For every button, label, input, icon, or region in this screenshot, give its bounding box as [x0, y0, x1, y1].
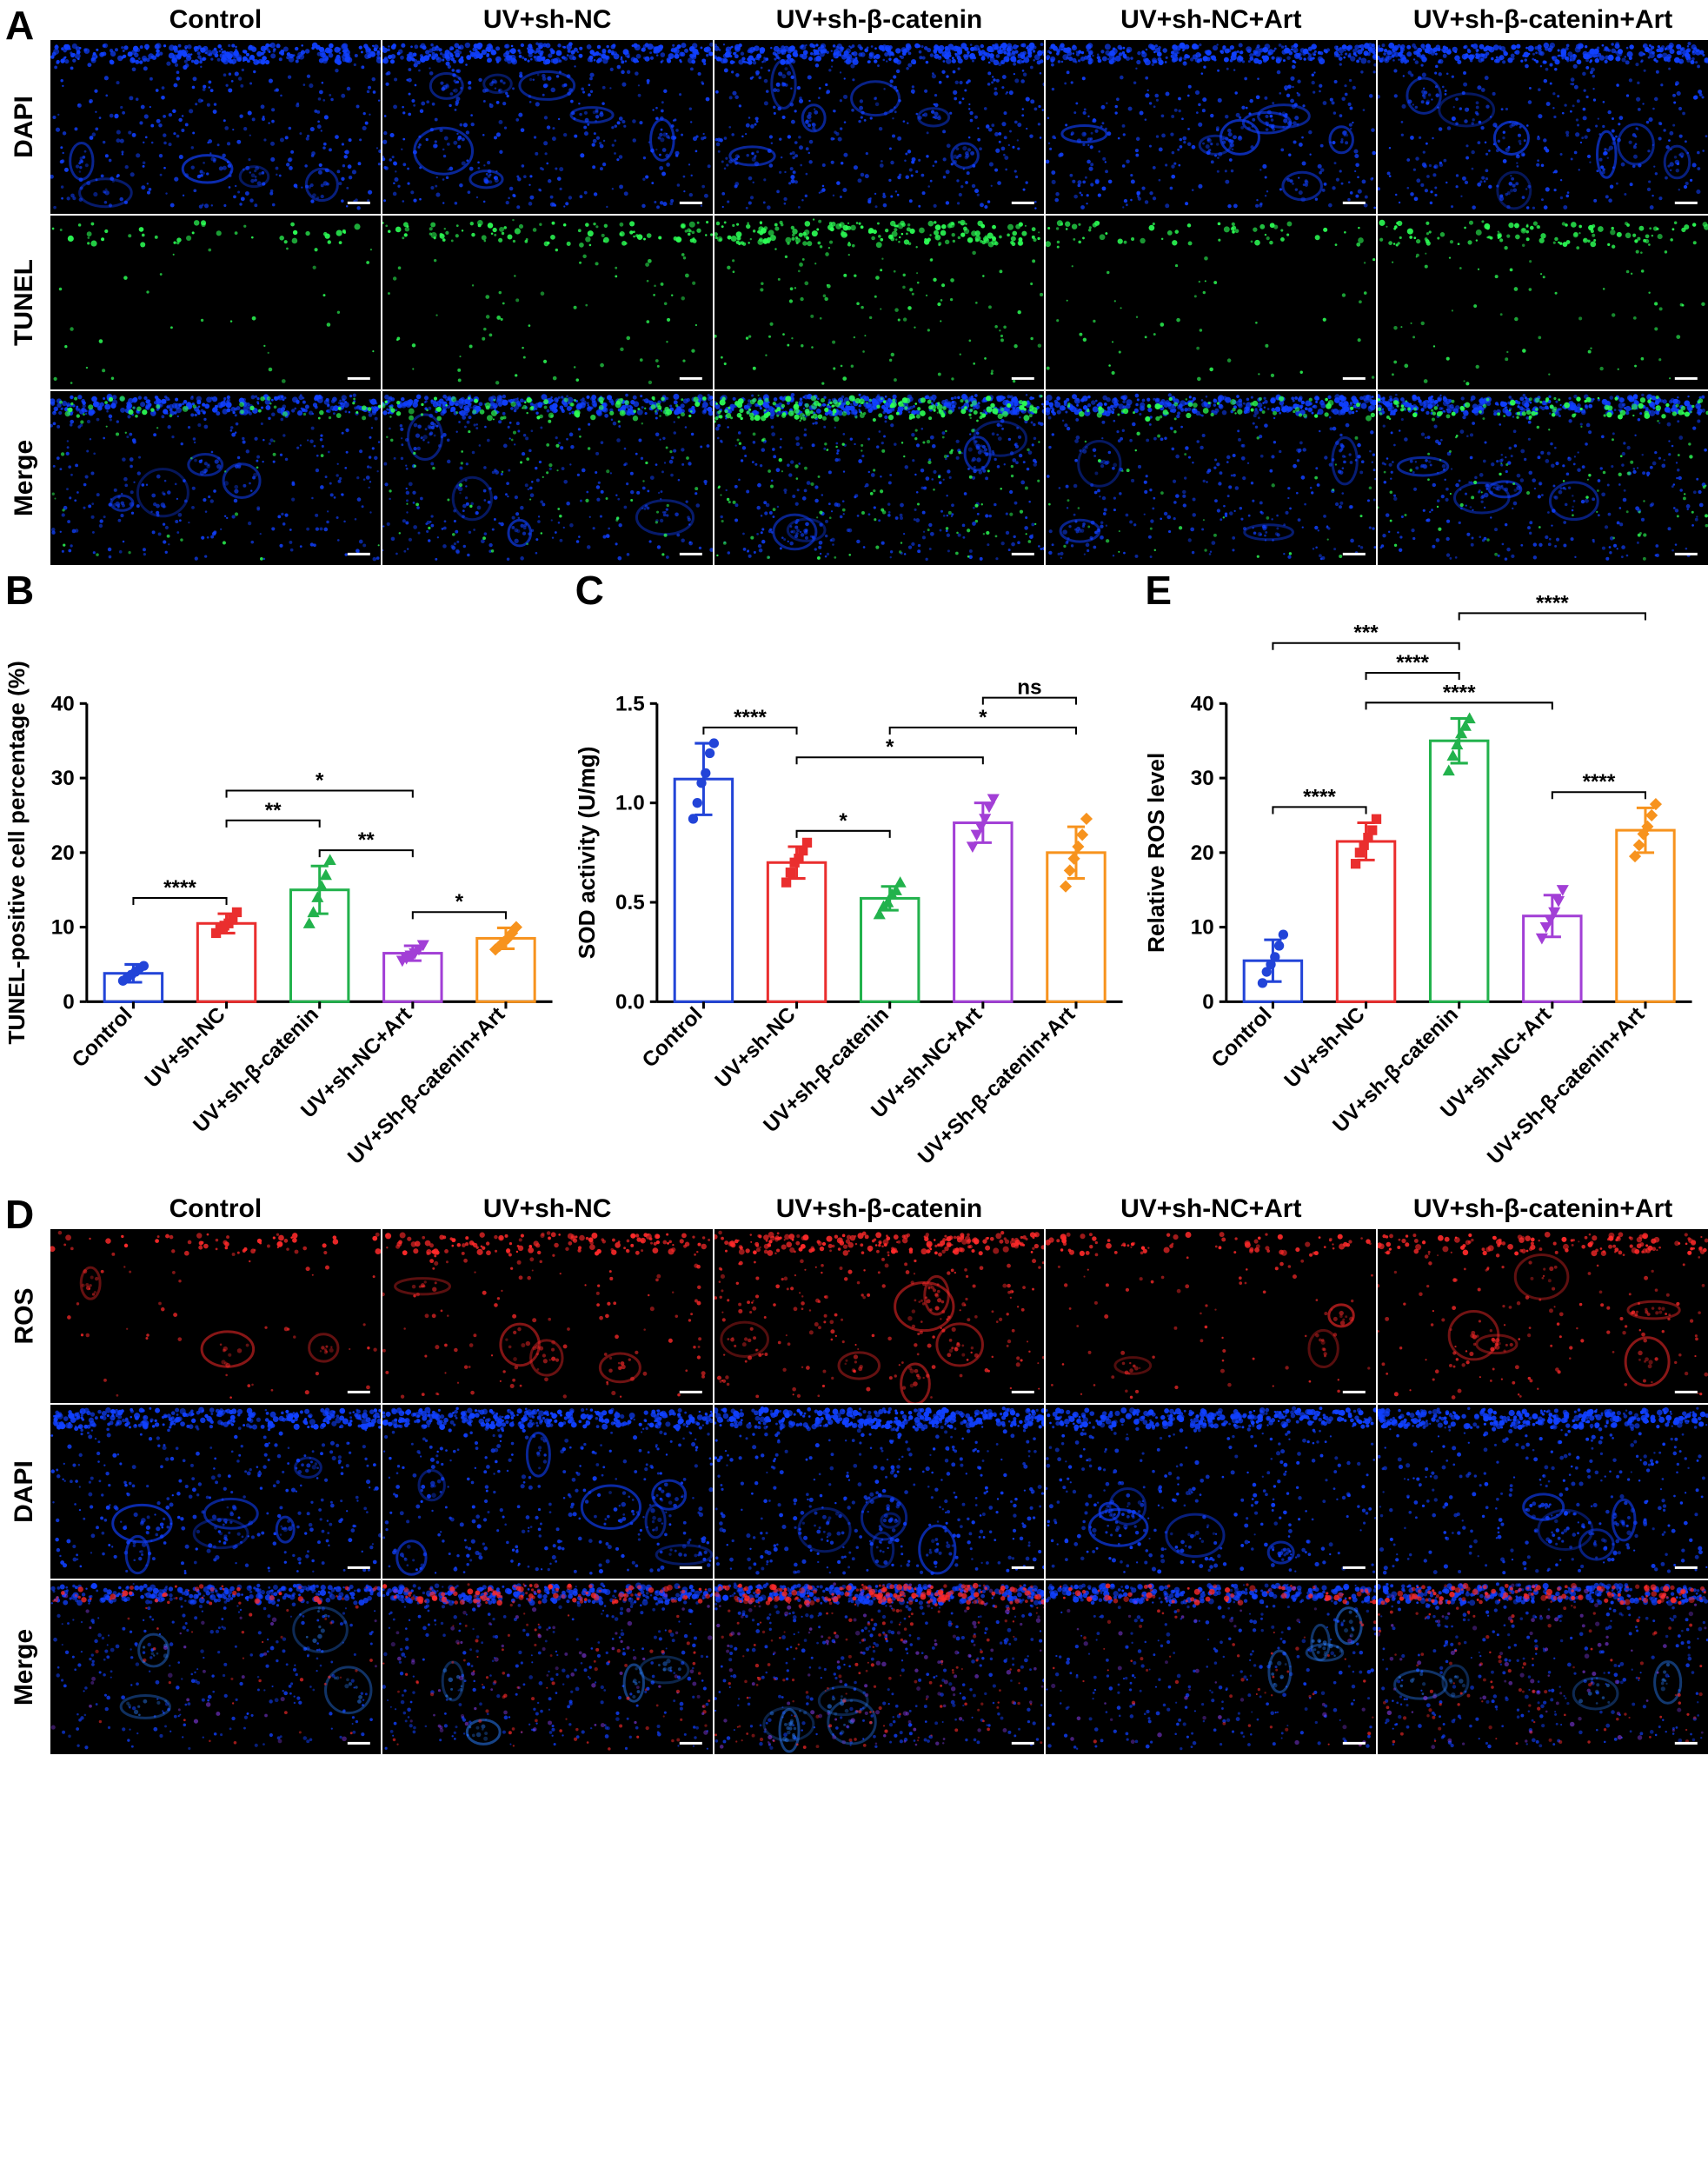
row-label: DAPI: [0, 1405, 49, 1579]
micrograph: [382, 1405, 713, 1579]
row-label: Merge: [0, 1580, 49, 1754]
column-header: UV+sh-β-catenin: [714, 0, 1045, 38]
column-header: Control: [50, 0, 381, 38]
micrograph: [714, 391, 1045, 565]
micrograph: [50, 391, 381, 565]
micrograph: [1046, 40, 1376, 214]
micrograph: [714, 1580, 1045, 1754]
micrograph: [1046, 1229, 1376, 1403]
micrograph: [50, 1405, 381, 1579]
chart-row: B 010203040TUNEL-positive cell percentag…: [0, 565, 1708, 1189]
micrograph: [714, 1405, 1045, 1579]
micrograph: [1378, 391, 1708, 565]
micrograph: [50, 40, 381, 214]
row-label: Merge: [0, 391, 49, 565]
column-header: UV+sh-NC: [382, 0, 713, 38]
chart-E-svg: 010203040Relative ROS levelControlUV+sh-…: [1143, 572, 1705, 1186]
chart-B-svg: 010203040TUNEL-positive cell percentage …: [3, 572, 565, 1186]
micrograph: [714, 40, 1045, 214]
micrograph: [1378, 1229, 1708, 1403]
micrograph: [382, 1229, 713, 1403]
micrograph: [1378, 216, 1708, 389]
row-label: ROS: [0, 1229, 49, 1403]
row-label: TUNEL: [0, 216, 49, 389]
column-header: Control: [50, 1189, 381, 1227]
column-header: UV+sh-β-catenin+Art: [1378, 0, 1708, 38]
column-header: UV+sh-NC: [382, 1189, 713, 1227]
micrograph: [1046, 216, 1376, 389]
panel-B: B 010203040TUNEL-positive cell percentag…: [3, 572, 565, 1186]
panel-letter-D: D: [5, 1191, 34, 1238]
micrograph: [50, 1229, 381, 1403]
column-header: UV+sh-NC+Art: [1046, 0, 1376, 38]
micrograph: [382, 216, 713, 389]
panel-letter-E: E: [1145, 567, 1172, 614]
micrograph: [714, 216, 1045, 389]
micrograph: [382, 391, 713, 565]
micrograph: [1378, 1405, 1708, 1579]
column-header: UV+sh-β-catenin: [714, 1189, 1045, 1227]
micrograph: [1046, 1405, 1376, 1579]
panel-letter-C: C: [575, 567, 604, 614]
column-header: UV+sh-β-catenin+Art: [1378, 1189, 1708, 1227]
row-label: DAPI: [0, 40, 49, 214]
panel-letter-B: B: [5, 567, 34, 614]
micrograph: [714, 1229, 1045, 1403]
panel-D: D ControlUV+sh-NCUV+sh-β-cateninUV+sh-NC…: [0, 1189, 1708, 1754]
micrograph: [1378, 40, 1708, 214]
panel-D-grid: ControlUV+sh-NCUV+sh-β-cateninUV+sh-NC+A…: [0, 1189, 1708, 1754]
chart-C-svg: 0.00.51.01.5SOD activity (U/mg)ControlUV…: [574, 572, 1135, 1186]
micrograph: [1046, 391, 1376, 565]
micrograph: [382, 40, 713, 214]
micrograph: [382, 1580, 713, 1754]
panel-letter-A: A: [5, 2, 34, 49]
micrograph: [1378, 1580, 1708, 1754]
panel-A: A ControlUV+sh-NCUV+sh-β-cateninUV+sh-NC…: [0, 0, 1708, 565]
panel-C: C 0.00.51.01.5SOD activity (U/mg)Control…: [574, 572, 1135, 1186]
panel-A-grid: ControlUV+sh-NCUV+sh-β-cateninUV+sh-NC+A…: [0, 0, 1708, 565]
figure: A ControlUV+sh-NCUV+sh-β-cateninUV+sh-NC…: [0, 0, 1708, 1754]
panel-E: E 010203040Relative ROS levelControlUV+s…: [1143, 572, 1705, 1186]
micrograph: [50, 1580, 381, 1754]
micrograph: [1046, 1580, 1376, 1754]
column-header: UV+sh-NC+Art: [1046, 1189, 1376, 1227]
micrograph: [50, 216, 381, 389]
